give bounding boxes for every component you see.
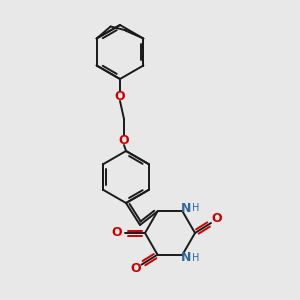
Text: O: O	[115, 91, 125, 103]
Text: N: N	[181, 251, 192, 264]
Text: O: O	[119, 134, 129, 148]
Text: O: O	[112, 226, 122, 239]
Text: H: H	[192, 253, 199, 263]
Text: O: O	[130, 262, 141, 275]
Text: H: H	[192, 203, 199, 213]
Text: N: N	[181, 202, 192, 215]
Text: O: O	[212, 212, 222, 226]
